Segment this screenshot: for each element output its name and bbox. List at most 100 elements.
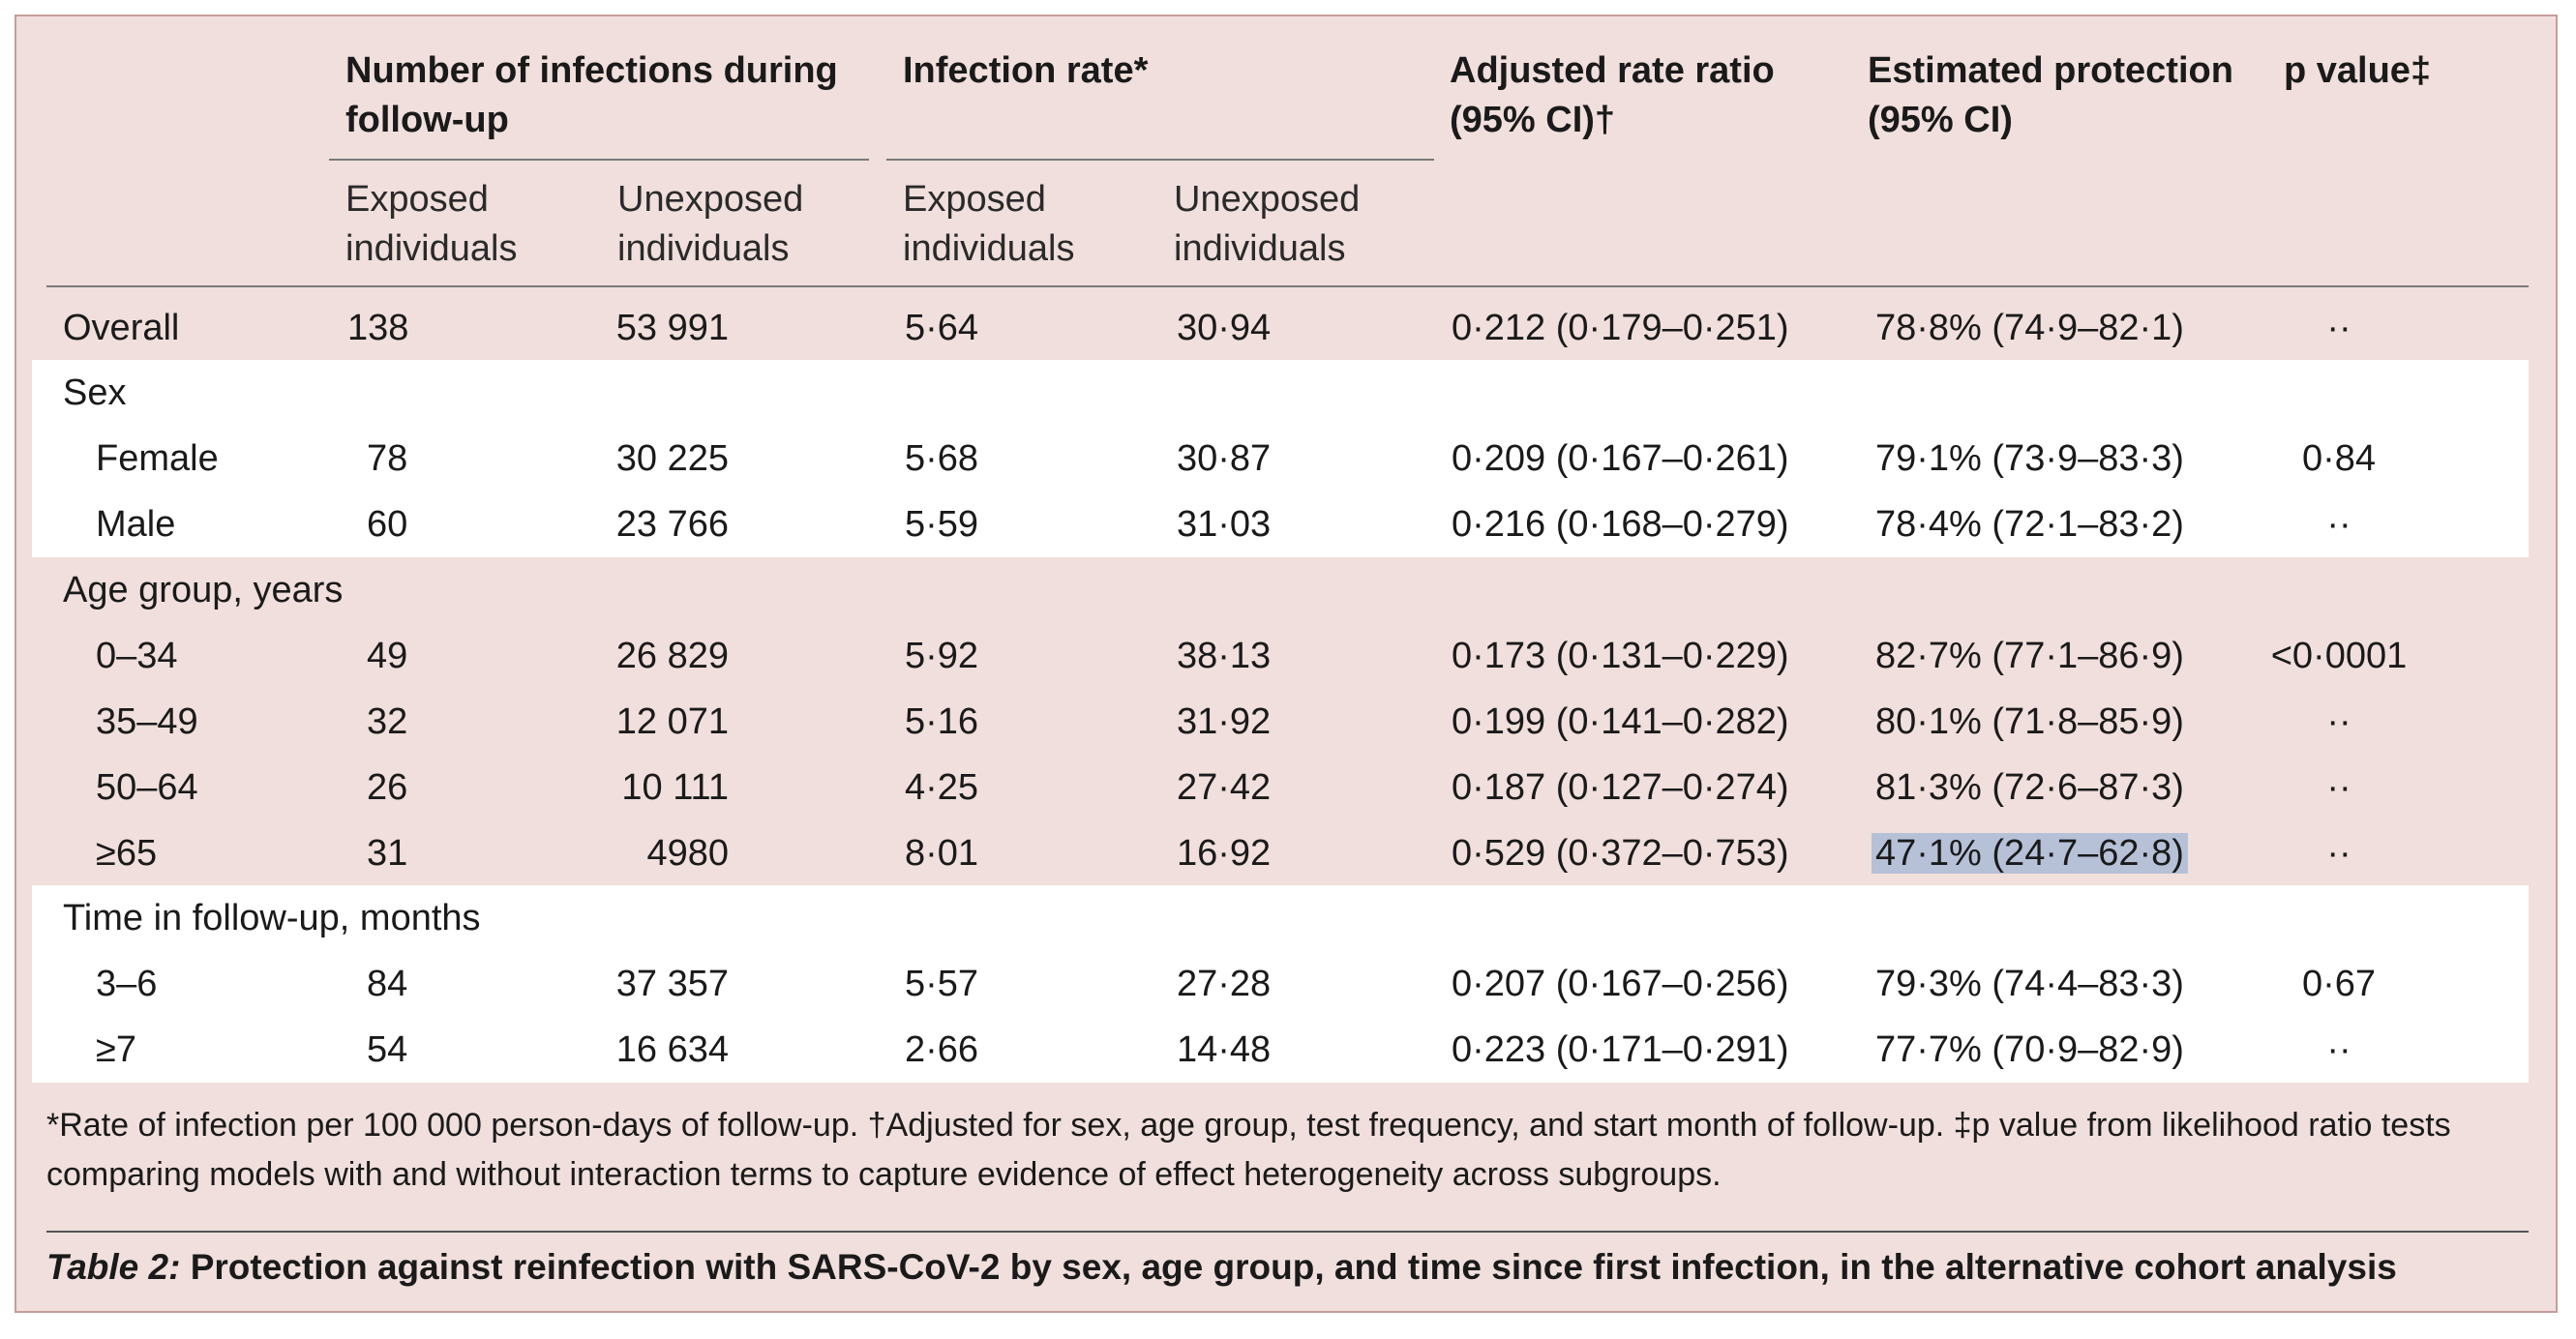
row-label: ≥7 [96,1029,136,1070]
cell-protection: 81·3% (72·6–87·3) [1875,767,2184,808]
cell-inf-exposed: 84 [367,964,408,1004]
section-sex: Sex [32,360,2529,426]
cell-inf-unexposed: 30 225 [615,438,729,479]
cell-rate-exposed: 4·25 [905,767,979,808]
cell-rate-ratio: 0·529 (0·372–0·753) [1452,833,1789,874]
cell-inf-exposed: 138 [347,308,409,348]
cell-rate-unexposed: 31·92 [1177,701,1272,742]
cell-rate-unexposed: 27·28 [1177,964,1272,1004]
row-label: Female [96,438,219,479]
row-label: 3–6 [96,964,158,1004]
section-label: Time in follow-up, months [63,898,481,938]
row-label: 35–49 [96,701,198,742]
cell-rate-exposed: 2·66 [905,1029,979,1070]
cell-rate-exposed: 8·01 [905,833,979,874]
subheader-rate-exposed: Exposed individuals [903,179,1075,269]
cell-inf-exposed: 32 [367,701,408,742]
sex-band [32,360,2529,557]
table-caption: Table 2: Protection against reinfection … [46,1243,2397,1292]
cell-rate-exposed: 5·68 [905,438,979,479]
cell-inf-exposed: 49 [367,636,408,676]
cell-p-value: ·· [2326,833,2351,874]
cell-rate-exposed: 5·57 [905,964,979,1004]
table-row-age-50-64: 50–64 26 10 111 4·25 27·42 0·187 (0·127–… [32,755,2529,820]
cell-rate-unexposed: 16·92 [1177,833,1272,874]
cell-inf-unexposed: 23 766 [615,504,729,545]
cell-rate-unexposed: 38·13 [1177,636,1272,676]
table-footnote: *Rate of infection per 100 000 person-da… [46,1107,2451,1193]
caption-label: Table 2: [46,1247,181,1287]
header-p-value: p value‡ [2284,50,2432,91]
cell-protection: 80·1% (71·8–85·9) [1875,701,2184,742]
row-label: Overall [63,308,180,348]
cell-rate-unexposed: 14·48 [1177,1029,1272,1070]
cell-protection: 77·7% (70·9–82·9) [1875,1029,2184,1070]
cell-inf-exposed: 31 [367,833,408,874]
caption-text: Protection against reinfection with SARS… [180,1247,2397,1287]
cell-inf-unexposed: 10 111 [621,767,729,808]
highlighted-selection[interactable]: 47·1% (24·7–62·8) [1872,833,2188,874]
cell-protection: 47·1% (24·7–62·8) [1872,820,2188,886]
cell-protection: 79·3% (74·4–83·3) [1875,964,2184,1004]
header-underline-rate [886,159,1434,161]
cell-rate-unexposed: 30·87 [1177,438,1272,479]
cell-rate-ratio: 0·173 (0·131–0·229) [1452,636,1789,676]
cell-rate-exposed: 5·59 [905,504,979,545]
table-row-time-3-6: 3–6 84 37 357 5·57 27·28 0·207 (0·167–0·… [32,951,2529,1017]
cell-rate-exposed: 5·16 [905,701,979,742]
cell-p-value: 0·84 [2301,438,2377,479]
cell-inf-unexposed: 4980 [646,833,729,874]
header-estimated-protection: Estimated protection (95% CI) [1868,50,2233,140]
table-row-male: Male 60 23 766 5·59 31·03 0·216 (0·168–0… [32,491,2529,557]
cell-p-value: <0·0001 [2270,636,2408,676]
cell-rate-ratio: 0·199 (0·141–0·282) [1452,701,1789,742]
cell-rate-exposed: 5·64 [905,308,979,348]
cell-inf-exposed: 54 [367,1029,408,1070]
section-age-group: Age group, years [32,557,2529,623]
row-label: ≥65 [96,833,158,874]
cell-rate-ratio: 0·209 (0·167–0·261) [1452,438,1789,479]
cell-p-value: ·· [2326,308,2351,348]
cell-p-value: 0·67 [2301,964,2377,1004]
row-label: Male [96,504,176,545]
cell-protection: 79·1% (73·9–83·3) [1875,438,2184,479]
cell-p-value: ·· [2326,504,2351,545]
cell-rate-ratio: 0·212 (0·179–0·251) [1452,308,1789,348]
row-label: 0–34 [96,636,178,676]
cell-rate-ratio: 0·223 (0·171–0·291) [1452,1029,1789,1070]
cell-rate-unexposed: 30·94 [1177,308,1272,348]
cell-inf-exposed: 60 [367,504,408,545]
header-infection-rate: Infection rate* [903,50,1149,91]
cell-p-value: ·· [2326,1029,2351,1070]
cell-inf-exposed: 78 [367,438,408,479]
cell-rate-exposed: 5·92 [905,636,979,676]
table-row-age-65-plus: ≥65 31 4980 8·01 16·92 0·529 (0·372–0·75… [32,820,2529,886]
subheader-rate-unexposed: Unexposed individuals [1174,179,1361,269]
header-adjusted-rate-ratio: Adjusted rate ratio (95% CI)† [1450,50,1775,140]
cell-rate-ratio: 0·187 (0·127–0·274) [1452,767,1789,808]
cell-inf-unexposed: 12 071 [615,701,729,742]
time-band [32,885,2529,1083]
section-time-in-follow-up: Time in follow-up, months [32,885,2529,951]
header-underline-infections [329,159,869,161]
header-infections: Number of infections during follow-up [345,50,838,140]
cell-inf-unexposed: 16 634 [615,1029,729,1070]
table-row-age-35-49: 35–49 32 12 071 5·16 31·92 0·199 (0·141–… [32,689,2529,755]
subheader-infections-exposed: Exposed individuals [345,179,518,269]
cell-rate-ratio: 0·207 (0·167–0·256) [1452,964,1789,1004]
cell-inf-unexposed: 26 829 [615,636,729,676]
table-frame [15,15,2558,1313]
cell-inf-exposed: 26 [367,767,408,808]
table-row-overall: Overall 138 53 991 5·64 30·94 0·212 (0·1… [32,295,2529,361]
cell-rate-ratio: 0·216 (0·168–0·279) [1452,504,1789,545]
section-label: Age group, years [63,570,344,610]
table-row-age-0-34: 0–34 49 26 829 5·92 38·13 0·173 (0·131–0… [32,623,2529,689]
cell-protection: 78·4% (72·1–83·2) [1875,504,2184,545]
subheader-infections-unexposed: Unexposed individuals [617,179,804,269]
cell-protection: 82·7% (77·1–86·9) [1875,636,2184,676]
section-label: Sex [63,372,127,413]
header-bottom-rule [46,285,2529,287]
cell-rate-unexposed: 27·42 [1177,767,1272,808]
cell-inf-unexposed: 37 357 [615,964,729,1004]
cell-protection: 78·8% (74·9–82·1) [1875,308,2184,348]
